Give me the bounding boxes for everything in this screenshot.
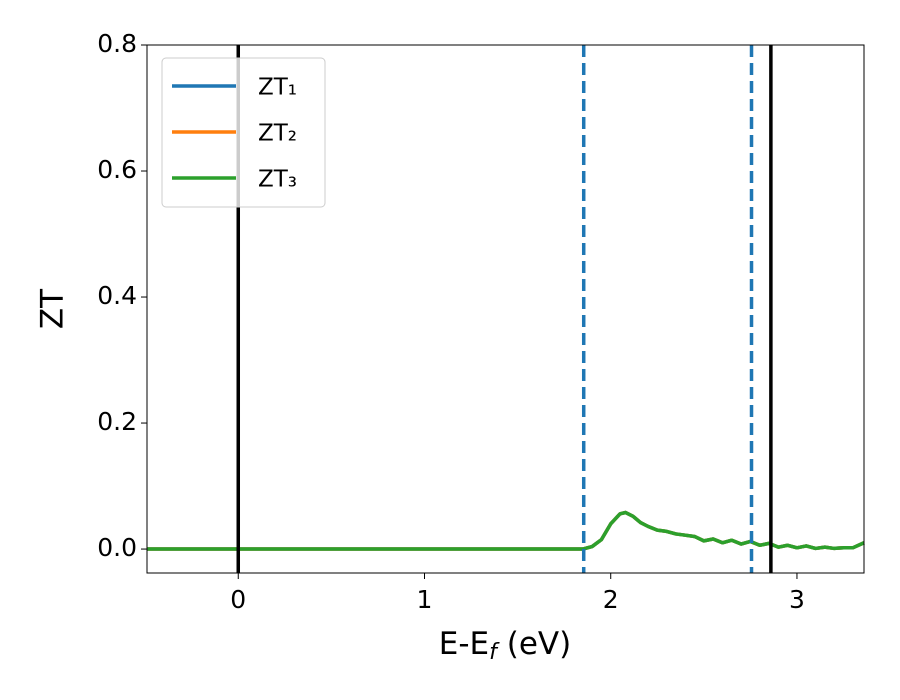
plot-frame bbox=[146, 44, 865, 574]
y-tick-label: 0.8 bbox=[97, 29, 137, 58]
x-tick-label: 3 bbox=[789, 585, 805, 614]
legend-label: ZT₃ bbox=[258, 167, 297, 193]
x-axis-label-sub: f bbox=[489, 640, 500, 665]
legend-label: ZT₂ bbox=[258, 121, 297, 147]
y-tick-label: 0.6 bbox=[97, 155, 137, 184]
x-axis-label: E-Ef (eV) bbox=[439, 626, 571, 666]
legend-label: ZT₁ bbox=[258, 75, 297, 101]
x-tick-label: 2 bbox=[603, 585, 619, 614]
x-axis-label-suffix: (eV) bbox=[497, 626, 571, 662]
series-line bbox=[147, 510, 865, 551]
y-tick-label: 0.4 bbox=[97, 281, 137, 310]
x-tick-label: 1 bbox=[417, 585, 433, 614]
y-axis-label: ZT bbox=[35, 288, 71, 329]
y-tick-label: 0.0 bbox=[97, 533, 137, 562]
legend-box bbox=[161, 57, 326, 208]
x-axis-label-text: E-E bbox=[439, 626, 489, 662]
y-tick-label: 0.2 bbox=[97, 407, 137, 436]
x-tick-label: 0 bbox=[230, 585, 246, 614]
